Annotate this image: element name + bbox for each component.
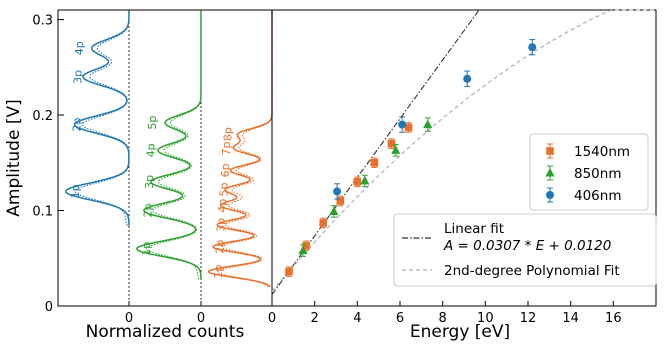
data-point [319,219,327,227]
peak-label: 6p [219,163,232,177]
peak-label: 5p [146,116,159,130]
data-point [463,74,472,83]
peak-label: 2p [142,204,155,218]
data-point [285,267,293,276]
histogram-fit-curve [74,10,130,226]
x-tick-label: 12 [520,311,537,326]
legend-series-label: 1540nm [574,144,630,160]
energy-panel-frame [271,9,657,307]
y-axis-label: Amplitude [V] [4,99,24,216]
x-tick-label: 8 [439,311,447,326]
peak-label: 4p [73,41,86,55]
histogram-panel-frame [57,9,273,307]
legend-markers: 1540nm 850nm 406nm [529,133,649,211]
x-tick-label: 16 [605,311,622,326]
peak-label: 4p [216,199,229,213]
histogram-curve [136,10,202,280]
x-tick-label: 10 [477,311,494,326]
data-point [336,197,345,205]
legend-linear-fit-equation: A = 0.0307 * E + 0.0120 [443,238,611,254]
histogram-fit-curve [216,10,273,288]
data-point [387,139,396,148]
data-point [423,119,433,129]
x-tick-label: 6 [396,311,404,326]
data-point [528,43,537,52]
legend-series-label: 850nm [574,166,621,182]
data-point [398,120,407,129]
data-point [333,187,342,196]
peak-label: 2p [70,118,83,132]
peak-label: 3p [143,175,156,189]
peak-label: 7p [220,141,233,155]
energy-x-axis-label: Energy [eV] [410,322,510,342]
data-point [391,145,401,154]
data-point [302,242,310,250]
y-tick-label: 0 [45,300,53,315]
histogram-panel: 0 0.1 0.2 0.3 0 1p 2p 3p 4p 0 1p 2p 3p 4p 5p 0 1p 2p 3p 4p 5… [4,9,276,342]
peak-label: 4p [144,143,157,157]
legend-series-label: 406nm [574,188,621,204]
energy-panel: 2 4 6 8 10 12 14 16 Energy [eV] 1540nm 850nm 406n… [271,9,657,342]
data-point [360,175,370,185]
peak-label: 2p [213,240,226,254]
polynomial-fit-line [271,9,656,292]
histogram-curve [64,10,130,226]
x-tick-label: 2 [311,311,319,326]
data-point [404,123,413,132]
legend-marker [546,147,554,155]
x-tick-label: 0 [125,311,133,326]
peak-label: 1p [140,242,153,256]
data-point [329,206,339,215]
legend-markers-frame [529,133,649,211]
x-tick-label: 0 [197,311,205,326]
legend-marker [546,191,554,199]
legend-linear-fit-label: Linear fit [444,221,504,237]
peak-label: 1p [212,265,225,279]
data-point [298,245,308,255]
x-tick-label: 14 [562,311,579,326]
x-tick-label: 0 [268,311,276,326]
legend-fits-frame [393,213,657,287]
data-point [353,178,362,186]
y-tick-label: 0.2 [32,109,53,124]
peak-label: 8p [222,127,235,141]
peak-label: 3p [72,70,85,84]
legend-polynomial-fit-label: 2nd-degree Polynomial Fit [444,263,620,279]
peak-label: 3p [215,218,228,232]
y-tick-label: 0.1 [32,205,53,220]
legend-marker [545,168,555,177]
peak-label: 1p [69,184,82,198]
peak-label: 5p [217,183,230,197]
legend-fits: Linear fit A = 0.0307 * E + 0.0120 2nd-d… [393,213,657,287]
x-tick-label: 4 [353,311,361,326]
data-point [370,158,379,167]
y-tick-label: 0.3 [32,14,53,29]
histogram-x-axis-label: Normalized counts [86,322,245,342]
